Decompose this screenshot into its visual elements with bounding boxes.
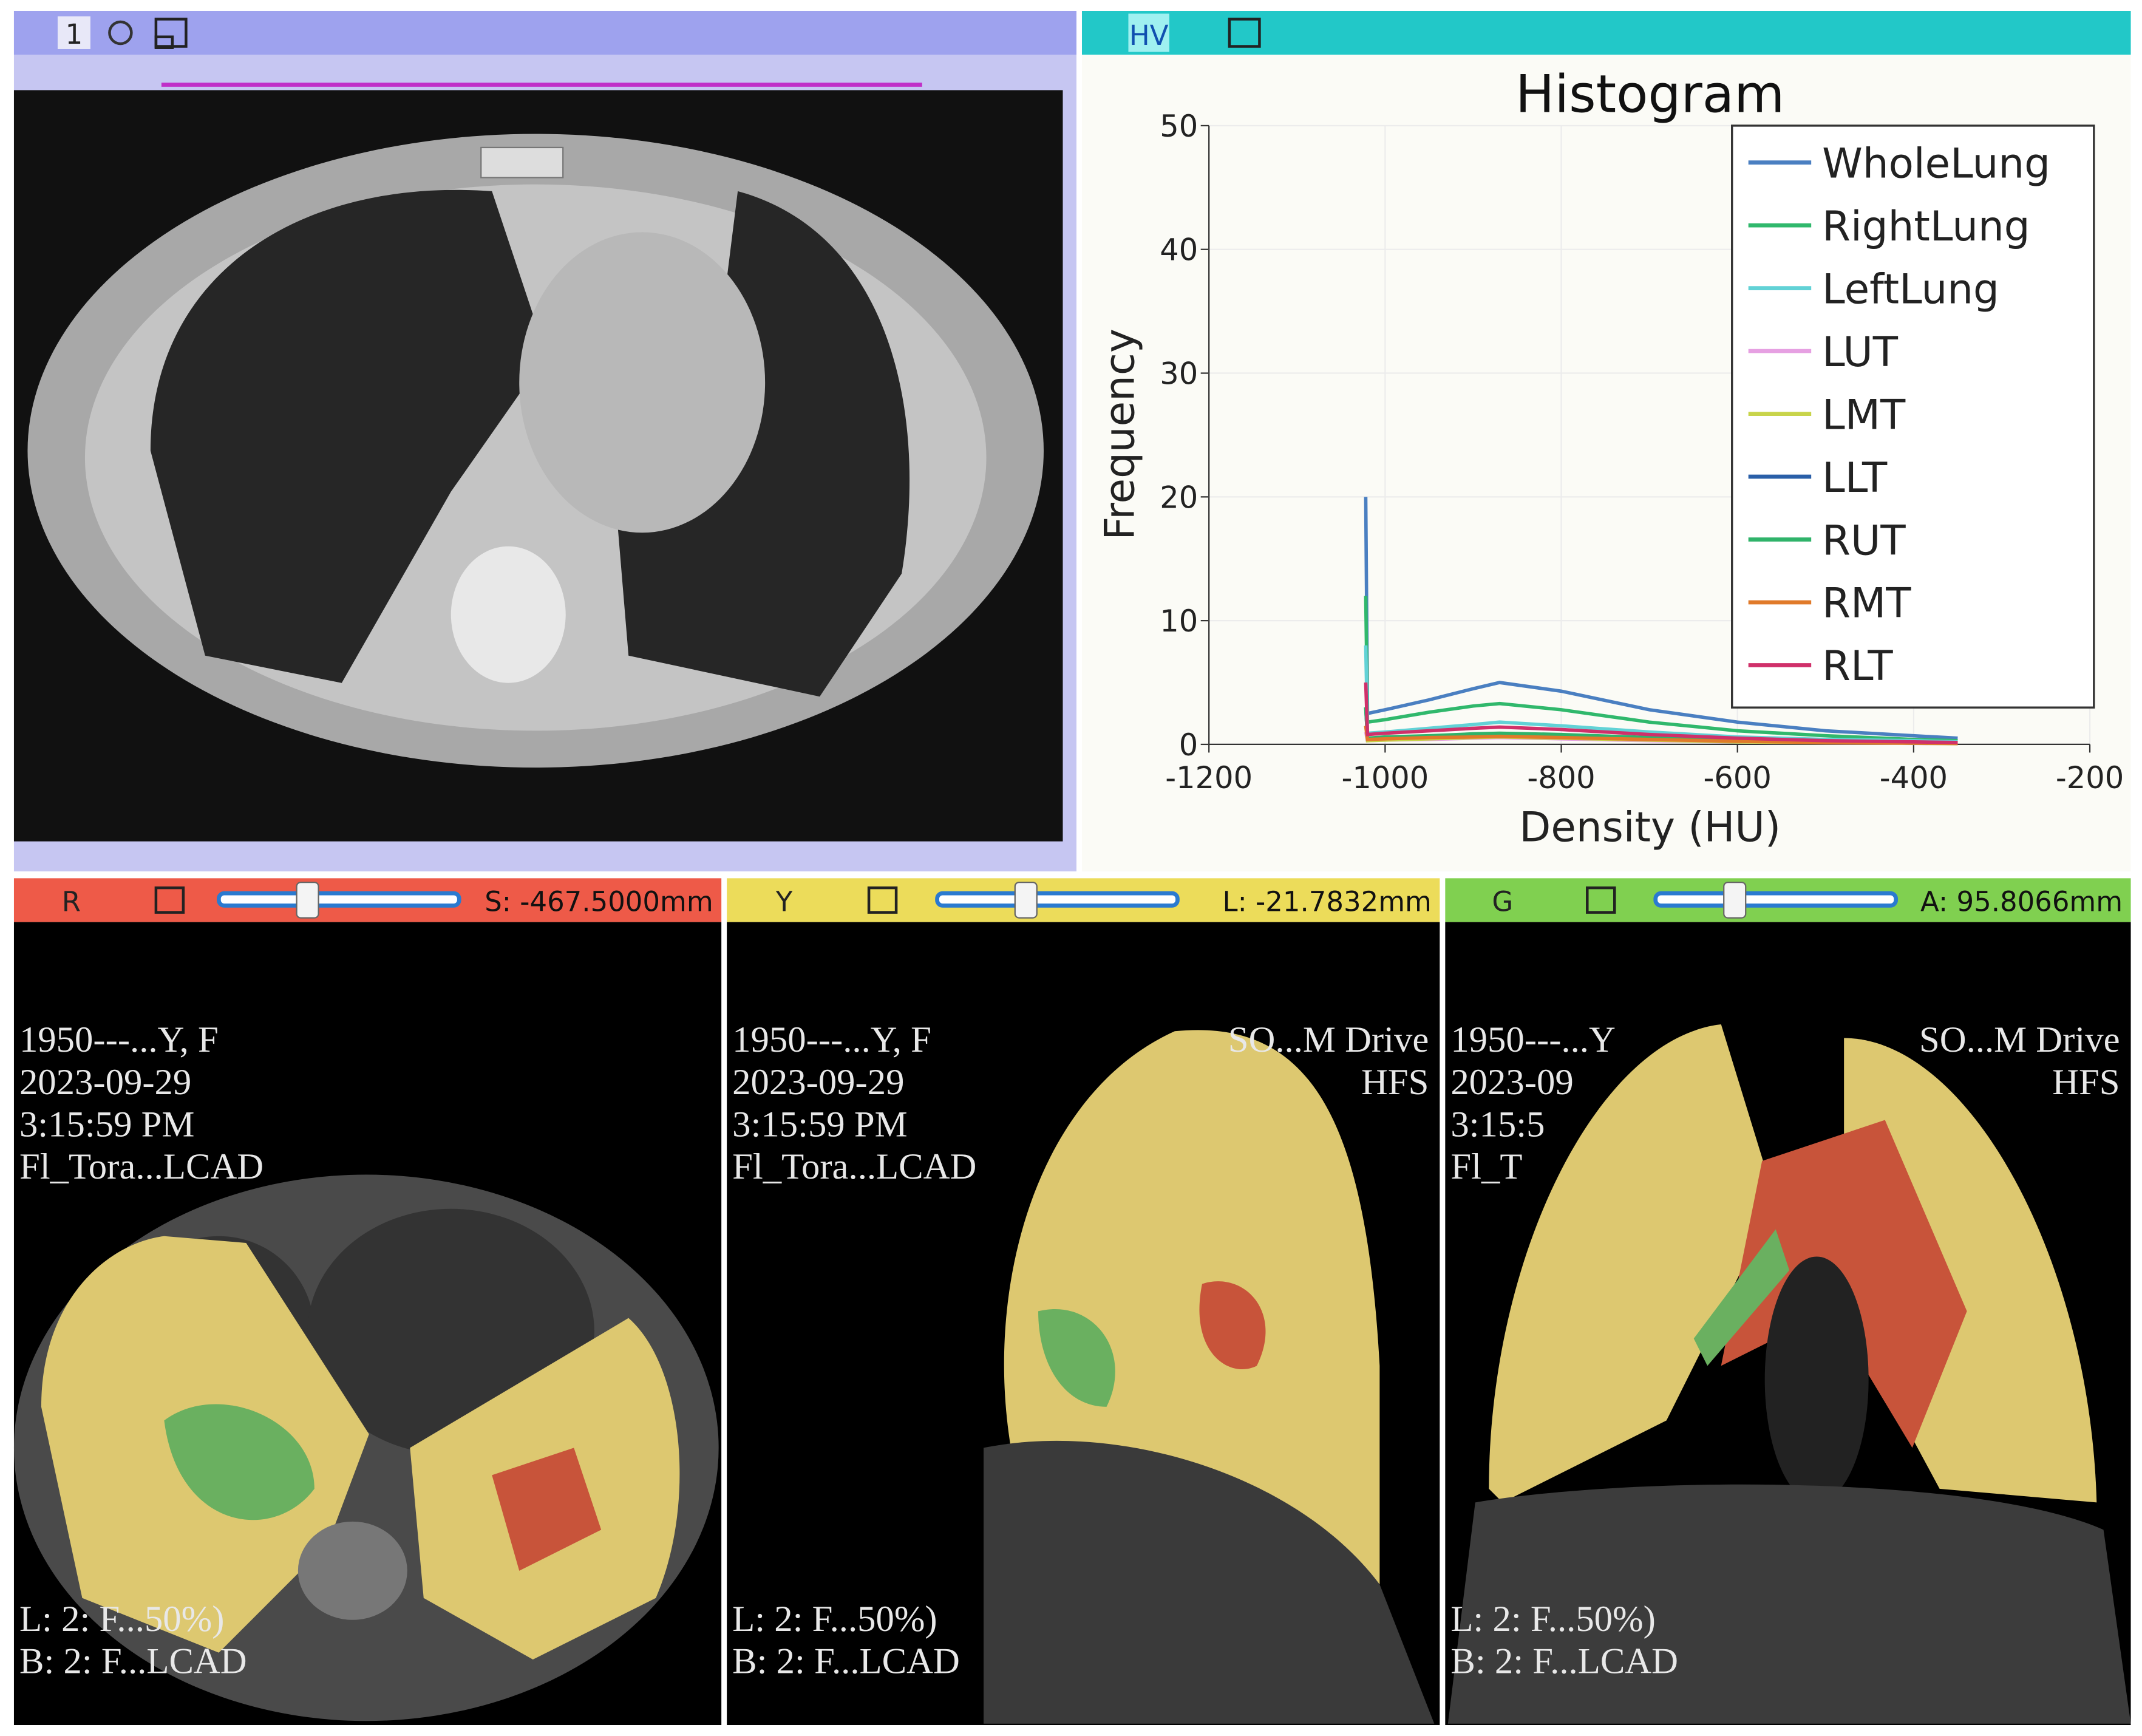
slider-handle[interactable] bbox=[1723, 881, 1747, 919]
overlay-text: B: 2: F...LCAD bbox=[19, 1641, 247, 1682]
ct-trachea bbox=[1764, 1256, 1869, 1503]
overlay-text: 2023-09-29 bbox=[19, 1062, 191, 1103]
maximize-icon[interactable] bbox=[154, 886, 185, 914]
ct-lung bbox=[614, 191, 910, 697]
view-label: R bbox=[62, 885, 81, 917]
overlay-text: 1950---...Y, F bbox=[19, 1019, 219, 1060]
y-tick-label: 0 bbox=[1179, 727, 1198, 763]
slice-offset: S: -467.5000mm bbox=[484, 885, 713, 917]
maximize-icon[interactable] bbox=[154, 18, 188, 48]
segmentation-overlay bbox=[1038, 1309, 1115, 1407]
ct-abdomen bbox=[1447, 1484, 2131, 1724]
y-tick-label: 50 bbox=[1160, 109, 1198, 144]
top-left-view bbox=[13, 10, 1076, 872]
maximize-icon[interactable] bbox=[1228, 18, 1261, 48]
x-tick-label: -400 bbox=[1880, 760, 1948, 795]
slice-offset: A: 95.8066mm bbox=[1920, 885, 2123, 917]
overlay-text: 1950---...Y, F bbox=[732, 1019, 931, 1060]
overlay-text: 2023-09 bbox=[1450, 1062, 1573, 1103]
slider-track[interactable] bbox=[1653, 891, 1899, 908]
overlay-text: B: 2: F...LCAD bbox=[1450, 1641, 1678, 1682]
view-label: Y bbox=[775, 885, 793, 917]
legend-label: LUT bbox=[1822, 328, 1899, 376]
ct-heart bbox=[519, 232, 766, 533]
x-tick-label: -200 bbox=[2056, 760, 2124, 795]
x-tick-label: -600 bbox=[1704, 760, 1772, 795]
chart-title: Histogram bbox=[1515, 64, 1784, 124]
maximize-icon[interactable] bbox=[1586, 886, 1616, 914]
y-tick-label: 10 bbox=[1160, 604, 1198, 639]
maximize-icon[interactable] bbox=[867, 886, 898, 914]
segmentation-overlay bbox=[164, 1404, 314, 1520]
overlay-text: L: 2: F...50%) bbox=[1450, 1599, 1656, 1639]
segmentation-overlay bbox=[1489, 1024, 1776, 1503]
view-number-box bbox=[57, 16, 90, 49]
data-line bbox=[1364, 725, 1958, 746]
legend-box bbox=[1731, 124, 2095, 709]
y-tick-label: 40 bbox=[1160, 233, 1198, 268]
legend-label: RLT bbox=[1822, 642, 1893, 690]
view-header bbox=[1081, 10, 2131, 55]
ct-abdomen bbox=[984, 1440, 1435, 1724]
overlay-text: 3:15:59 PM bbox=[732, 1105, 907, 1145]
x-tick-label: -1000 bbox=[1341, 760, 1429, 795]
y-tick-label: 30 bbox=[1160, 356, 1198, 392]
overlay-text: HFS bbox=[2052, 1062, 2120, 1103]
x-tick-label: -800 bbox=[1527, 760, 1595, 795]
overlay-text: SO...M Drive bbox=[1228, 1019, 1429, 1060]
slice-offset: L: -21.7832mm bbox=[1223, 885, 1432, 917]
legend-label: RMT bbox=[1822, 579, 1911, 627]
ct-sternum bbox=[480, 146, 564, 179]
view-label: G bbox=[1492, 885, 1513, 917]
x-tick-label: -1200 bbox=[1165, 760, 1253, 795]
view-label: 1 bbox=[66, 18, 83, 50]
x-axis-label: Density (HU) bbox=[1519, 803, 1781, 851]
view-label: HV bbox=[1129, 19, 1169, 52]
ct-lung bbox=[150, 189, 547, 683]
view-label-box bbox=[1128, 13, 1169, 52]
overlay-text: 3:15:59 PM bbox=[19, 1105, 194, 1145]
data-line bbox=[1364, 497, 1958, 740]
view-icon[interactable] bbox=[108, 20, 133, 46]
overlay-text: B: 2: F...LCAD bbox=[732, 1641, 960, 1682]
legend-label: RightLung bbox=[1822, 202, 2030, 250]
slider-handle[interactable] bbox=[1014, 881, 1038, 919]
ct-spine bbox=[298, 1521, 407, 1620]
segmentation-overlay bbox=[1199, 1281, 1266, 1370]
slider-handle[interactable] bbox=[296, 881, 319, 919]
data-line bbox=[1364, 682, 1958, 744]
data-line bbox=[1364, 596, 1958, 743]
overlay-text: 1950---...Y bbox=[1450, 1019, 1616, 1060]
overlay-text: L: 2: F...50%) bbox=[732, 1599, 937, 1639]
legend-label: LMT bbox=[1822, 390, 1906, 438]
slice-views bbox=[13, 922, 2131, 1726]
segmentation-overlay bbox=[492, 1448, 602, 1571]
y-axis-label: Frequency bbox=[1095, 328, 1143, 540]
y-tick-label: 20 bbox=[1160, 480, 1198, 515]
legend-label: RUT bbox=[1822, 516, 1906, 564]
overlay-text: Fl_T bbox=[1450, 1146, 1522, 1187]
ct-spine bbox=[450, 546, 566, 683]
overlay-text: Fl_Tora...LCAD bbox=[19, 1146, 264, 1187]
overlay-text: 3:15:5 bbox=[1450, 1105, 1545, 1145]
overlay-text: 2023-09-29 bbox=[732, 1062, 904, 1103]
slider-track[interactable] bbox=[935, 891, 1180, 908]
overlay-text: Fl_Tora...LCAD bbox=[732, 1146, 976, 1187]
view-header bbox=[13, 10, 1076, 55]
legend-label: LLT bbox=[1822, 454, 1888, 502]
segmentation-overlay bbox=[1693, 1229, 1790, 1366]
legend-label: LeftLung bbox=[1822, 265, 1999, 313]
legend-label: WholeLung bbox=[1822, 139, 2050, 187]
overlay-text: L: 2: F...50%) bbox=[19, 1599, 225, 1639]
histogram-chart: Histogram 0 10 20 30 40 50 -1200 -1000 -800 -600 -4… bbox=[1095, 64, 2124, 851]
slider-track[interactable] bbox=[216, 891, 461, 908]
overlay-text: SO...M Drive bbox=[1919, 1019, 2120, 1060]
overlay-text: HFS bbox=[1361, 1062, 1429, 1103]
